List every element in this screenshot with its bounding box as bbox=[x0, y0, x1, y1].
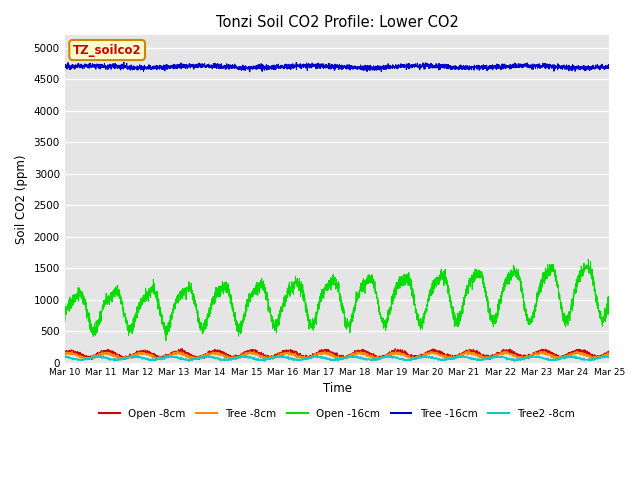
Title: Tonzi Soil CO2 Profile: Lower CO2: Tonzi Soil CO2 Profile: Lower CO2 bbox=[216, 15, 458, 30]
Y-axis label: Soil CO2 (ppm): Soil CO2 (ppm) bbox=[15, 154, 28, 244]
Legend: Open -8cm, Tree -8cm, Open -16cm, Tree -16cm, Tree2 -8cm: Open -8cm, Tree -8cm, Open -16cm, Tree -… bbox=[95, 405, 579, 423]
X-axis label: Time: Time bbox=[323, 382, 351, 395]
Text: TZ_soilco2: TZ_soilco2 bbox=[73, 44, 141, 57]
